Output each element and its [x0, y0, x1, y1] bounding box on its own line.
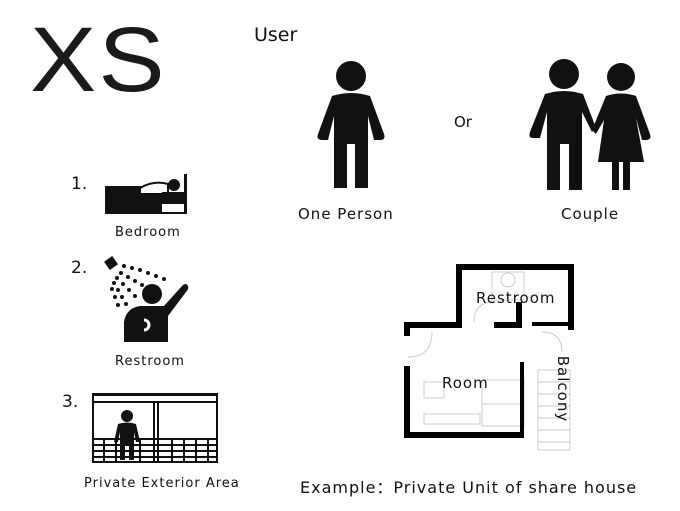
or-label: Or [454, 113, 472, 131]
person-icon [317, 61, 385, 188]
example-caption: Example：Private Unit of share house [300, 478, 638, 497]
item-label-3: Private Exterior Area [84, 476, 240, 491]
item-number-1: 1. [71, 174, 88, 194]
plan-label-restroom: Restroom [476, 289, 556, 307]
item-number-3: 3. [62, 392, 79, 412]
couple-label: Couple [561, 205, 620, 223]
item-label-1: Bedroom [115, 225, 181, 240]
shower-icon [104, 256, 189, 342]
page-title: XS [30, 9, 167, 111]
user-heading: User [254, 24, 298, 46]
one-person-label: One Person [298, 205, 394, 223]
plan-label-balcony: Balcony [554, 355, 573, 423]
plan-label-room: Room [442, 374, 489, 392]
couple-icon [529, 59, 651, 190]
item-label-2: Restroom [115, 354, 185, 369]
item-number-2: 2. [71, 258, 88, 278]
bed-icon [105, 174, 187, 214]
floor-plan [404, 264, 574, 451]
balcony-icon [92, 393, 218, 463]
